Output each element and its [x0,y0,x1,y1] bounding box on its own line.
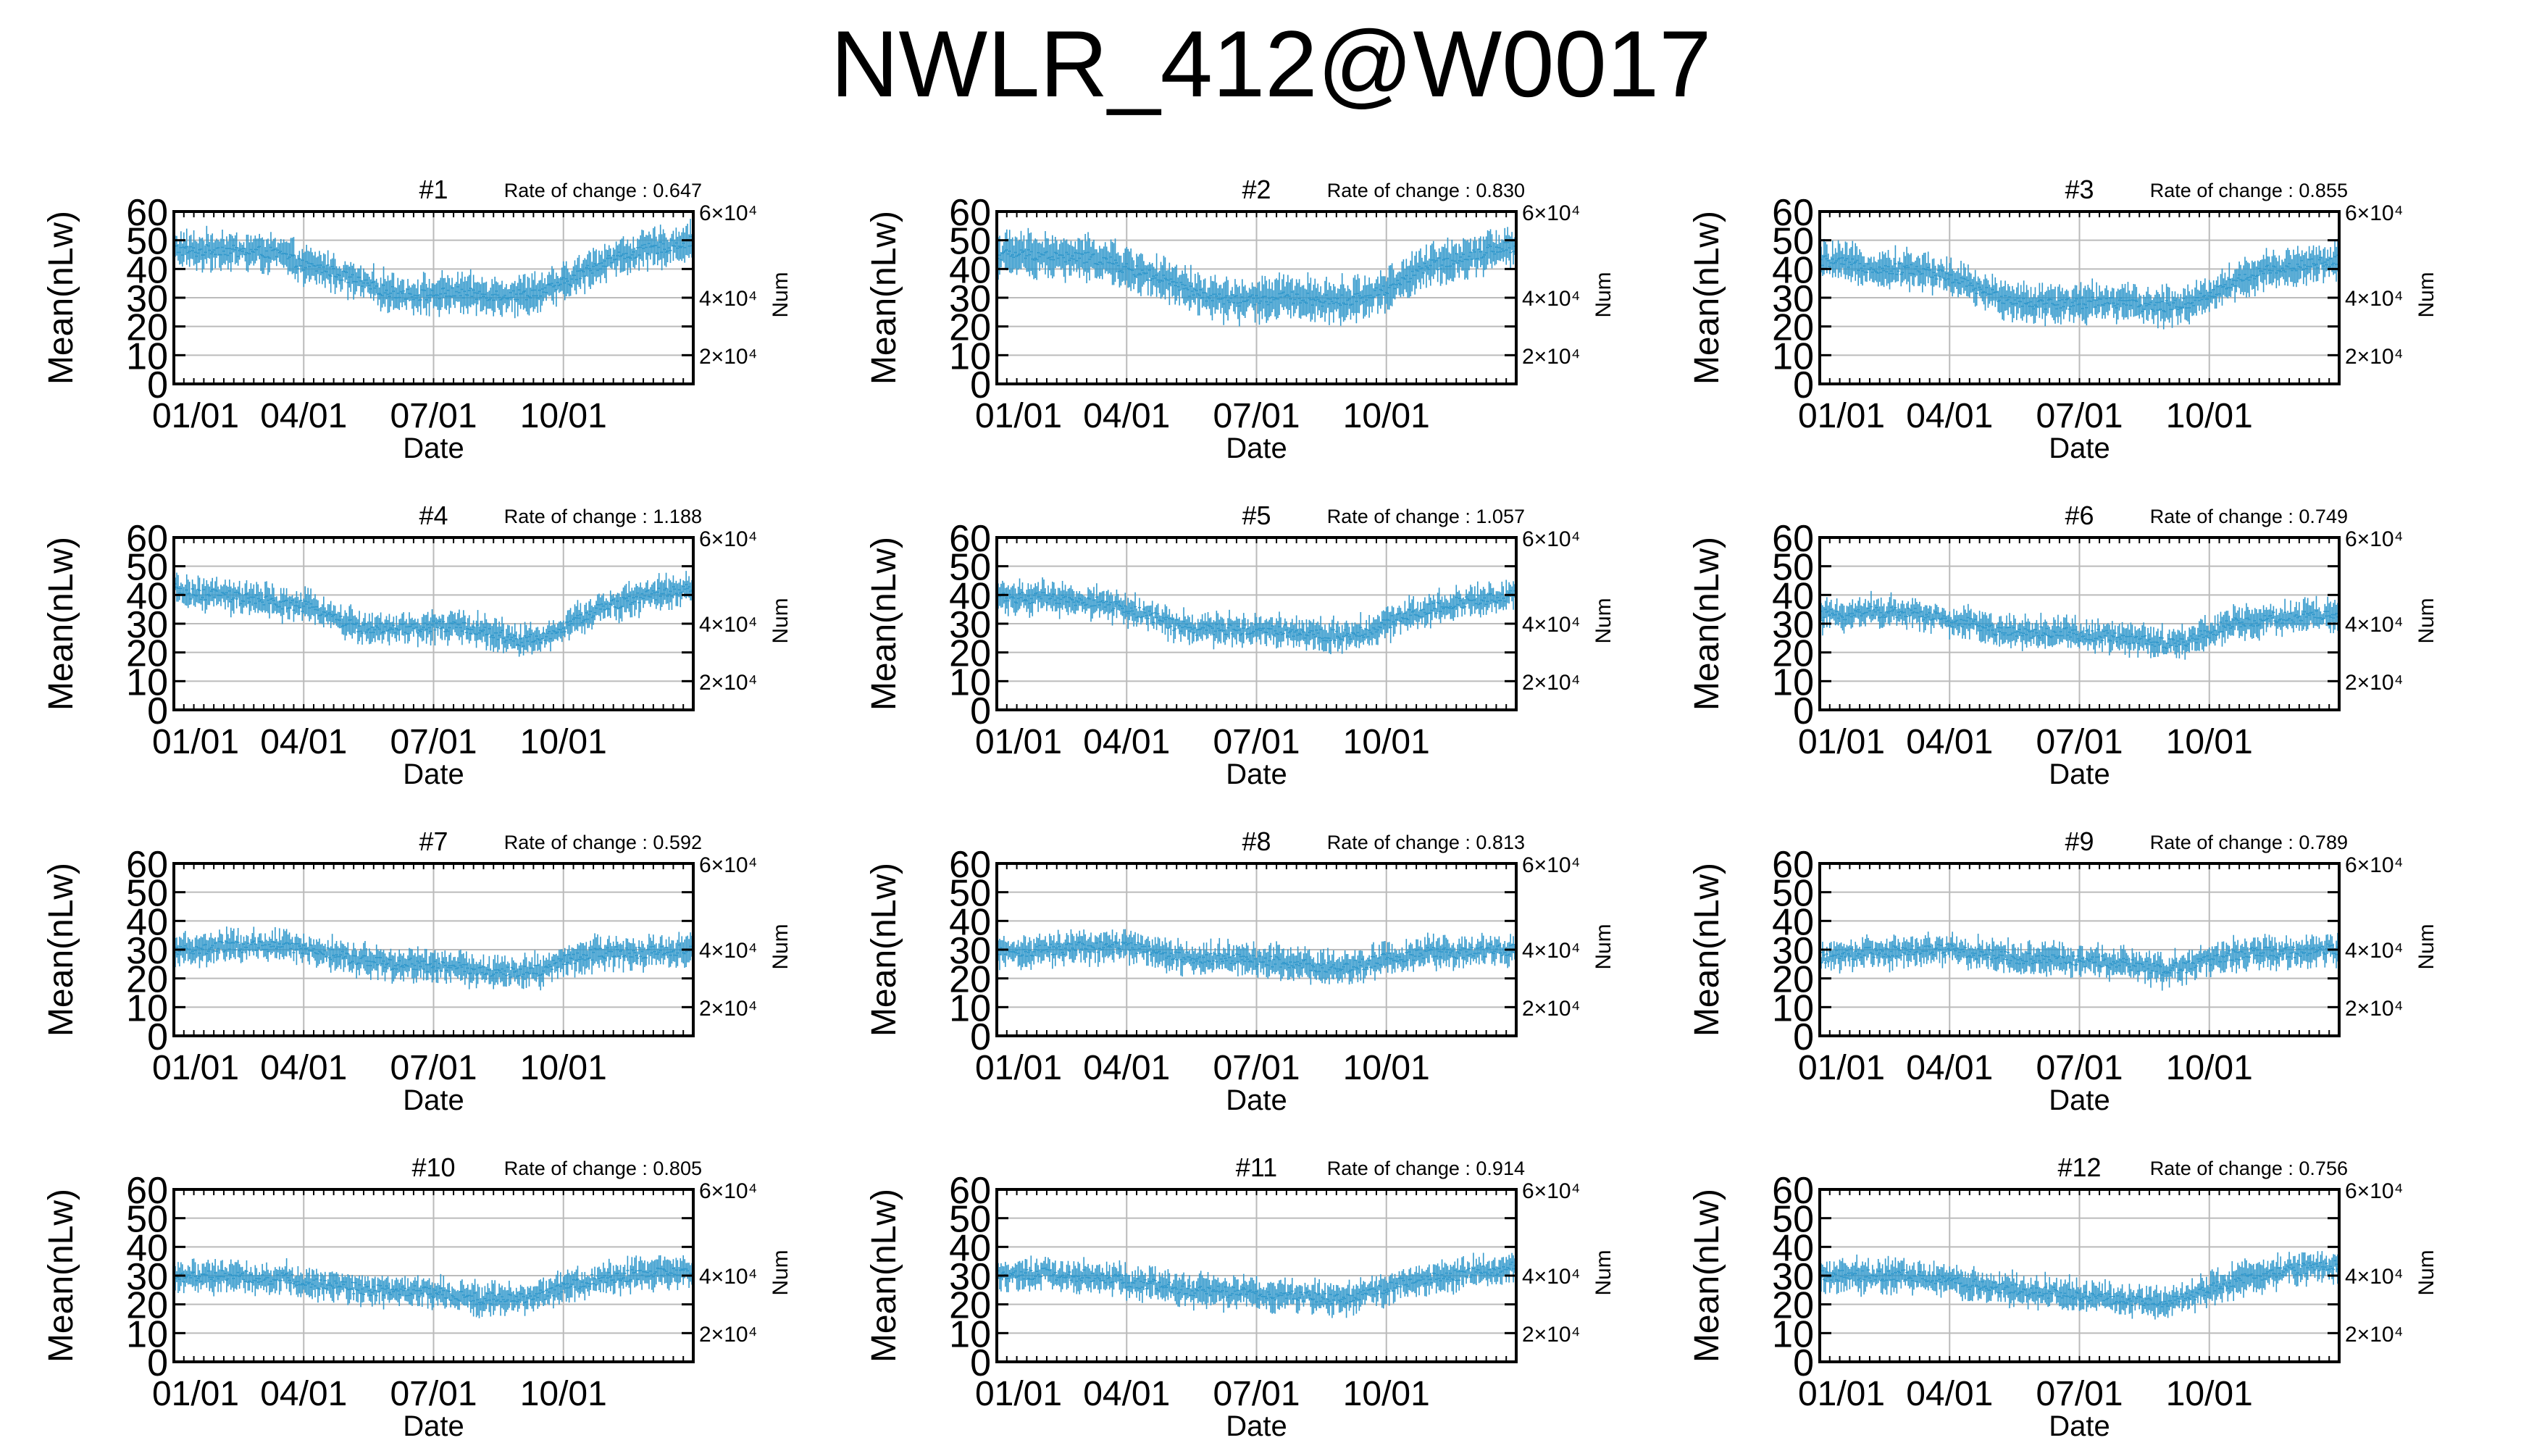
rate-of-change-label: Rate of change : 0.749 [2150,506,2348,527]
x-tick-label: 07/01 [1213,397,1300,435]
rate-of-change-label: Rate of change : 0.647 [504,180,702,201]
y-axis-label: Mean(nLw) [42,537,80,711]
panel-title: #1 [419,175,448,204]
x-tick-label: 10/01 [2166,397,2253,435]
y2-axis-label: Num [769,272,793,317]
y2-tick-label: 2×10⁴ [699,345,757,369]
panel-title: #5 [1242,501,1271,530]
y-axis-label: Mean(nLw) [865,211,903,385]
y2-tick-label: 4×10⁴ [699,613,757,637]
rate-of-change-label: Rate of change : 1.188 [504,506,702,527]
y2-axis-label: Num [769,598,793,643]
x-tick-label: 07/01 [1213,723,1300,761]
y2-tick-label: 2×10⁴ [699,671,757,695]
y-tick-label: 60 [1772,192,1814,234]
y-tick-label: 60 [126,518,168,560]
x-tick-label: 01/01 [975,723,1062,761]
y2-tick-label: 4×10⁴ [2345,287,2403,311]
panel-title: #4 [419,501,448,530]
y2-tick-label: 2×10⁴ [1522,671,1580,695]
y2-tick-label: 4×10⁴ [1522,287,1580,311]
rate-of-change-label: Rate of change : 1.057 [1327,506,1525,527]
y2-tick-label: 2×10⁴ [1522,345,1580,369]
x-axis-label: Date [403,432,464,464]
y2-tick-label: 6×10⁴ [1522,527,1580,551]
x-tick-label: 07/01 [390,397,477,435]
x-tick-label: 04/01 [260,397,347,435]
y-tick-label: 60 [949,518,991,560]
panel-title: #2 [1242,175,1271,204]
rate-of-change-label: Rate of change : 0.830 [1327,180,1525,201]
x-tick-label: 01/01 [152,397,239,435]
x-tick-label: 01/01 [152,723,239,761]
y2-tick-label: 6×10⁴ [699,527,757,551]
x-tick-label: 10/01 [1343,723,1430,761]
y2-tick-label: 2×10⁴ [2345,345,2403,369]
x-tick-label: 04/01 [1083,397,1170,435]
panel-title: #6 [2065,501,2094,530]
x-tick-label: 04/01 [260,723,347,761]
x-tick-label: 01/01 [1798,397,1885,435]
x-tick-label: 07/01 [390,723,477,761]
x-axis-label: Date [403,758,464,790]
y2-tick-label: 6×10⁴ [699,201,757,225]
x-tick-label: 01/01 [975,397,1062,435]
y2-tick-label: 4×10⁴ [699,287,757,311]
y2-axis-label: Num [1592,598,1615,643]
y2-axis-label: Num [2415,272,2438,317]
rate-of-change-label: Rate of change : 0.855 [2150,180,2348,201]
y-axis-label: Mean(nLw) [42,211,80,385]
x-tick-label: 10/01 [1343,397,1430,435]
x-tick-label: 10/01 [520,397,607,435]
x-axis-label: Date [2049,432,2110,464]
x-axis-label: Date [1226,432,1287,464]
y2-axis-label: Num [1592,272,1615,317]
x-axis-label: Date [1226,758,1287,790]
x-tick-label: 04/01 [1906,397,1993,435]
x-tick-label: 04/01 [1083,723,1170,761]
x-tick-label: 10/01 [520,723,607,761]
y-tick-label: 60 [949,192,991,234]
y-axis-label: Mean(nLw) [1688,211,1726,385]
y2-tick-label: 6×10⁴ [1522,201,1580,225]
y-axis-label: Mean(nLw) [865,537,903,711]
x-tick-label: 07/01 [2036,397,2123,435]
y-tick-label: 60 [126,192,168,234]
panel-title: #3 [2065,175,2094,204]
y2-tick-label: 4×10⁴ [1522,613,1580,637]
y2-tick-label: 6×10⁴ [2345,201,2403,225]
